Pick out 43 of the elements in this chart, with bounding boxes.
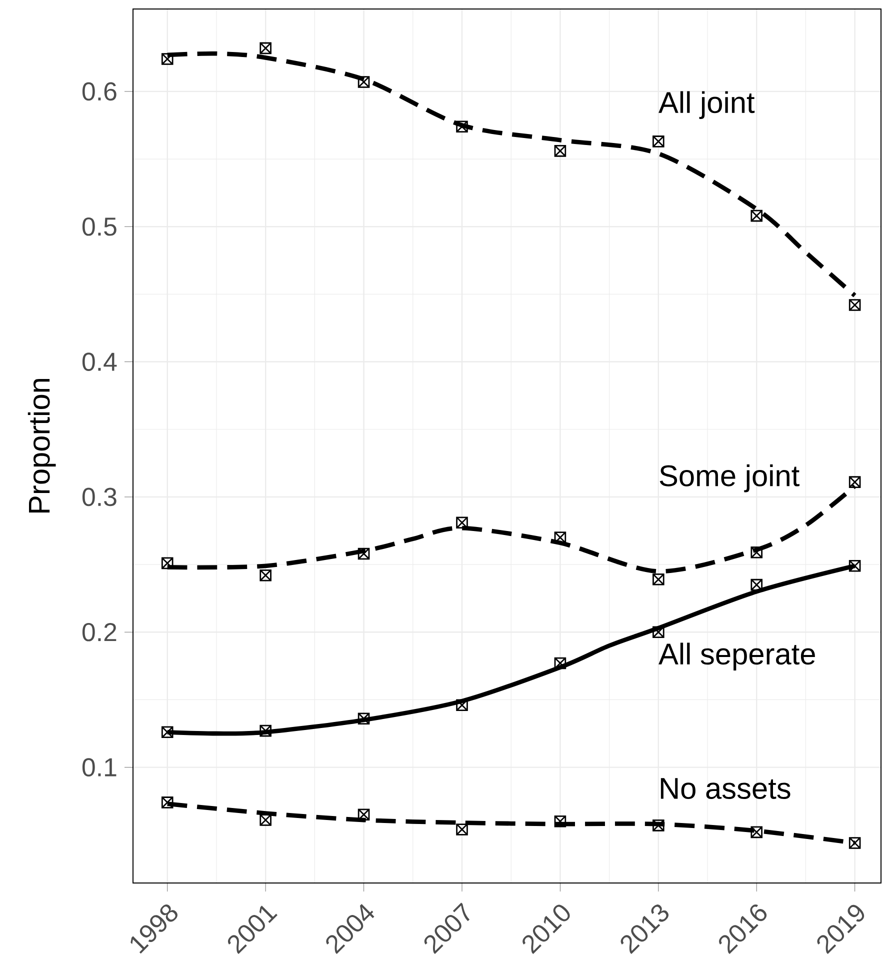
point bbox=[456, 824, 468, 836]
point bbox=[456, 699, 468, 712]
y-tick-label: 0.2 bbox=[82, 622, 116, 642]
point bbox=[161, 796, 174, 808]
y-tick-label: 0.5 bbox=[82, 217, 116, 236]
point bbox=[554, 145, 566, 157]
point bbox=[260, 42, 272, 54]
point bbox=[260, 724, 272, 737]
point bbox=[750, 826, 763, 838]
point bbox=[848, 560, 861, 572]
point bbox=[750, 578, 763, 591]
point bbox=[161, 726, 174, 738]
point bbox=[358, 808, 370, 821]
series-label: All joint bbox=[658, 91, 755, 120]
point bbox=[161, 53, 174, 65]
y-tick-label: 0.6 bbox=[82, 82, 116, 101]
point bbox=[848, 837, 861, 849]
point bbox=[652, 136, 664, 148]
point bbox=[358, 76, 370, 88]
point bbox=[652, 820, 664, 832]
point bbox=[750, 546, 763, 558]
point bbox=[652, 574, 664, 586]
point bbox=[652, 626, 664, 638]
series-label: Some joint bbox=[660, 464, 800, 492]
point bbox=[161, 557, 174, 570]
point bbox=[358, 548, 370, 560]
point bbox=[848, 299, 861, 311]
point bbox=[260, 814, 272, 826]
y-axis-title: Proportion bbox=[28, 379, 56, 513]
point bbox=[456, 120, 468, 132]
point bbox=[848, 476, 861, 488]
y-tick-label: 0.1 bbox=[82, 758, 116, 776]
point bbox=[456, 516, 468, 529]
y-tick-label: 0.3 bbox=[82, 488, 116, 506]
point bbox=[554, 657, 566, 670]
series-label: No assets bbox=[660, 778, 790, 800]
point bbox=[554, 532, 566, 544]
point bbox=[554, 815, 566, 828]
point bbox=[358, 712, 370, 725]
series-label: All seperate bbox=[658, 642, 815, 671]
point bbox=[750, 210, 763, 222]
point bbox=[260, 569, 272, 582]
y-tick-label: 0.4 bbox=[82, 352, 117, 371]
